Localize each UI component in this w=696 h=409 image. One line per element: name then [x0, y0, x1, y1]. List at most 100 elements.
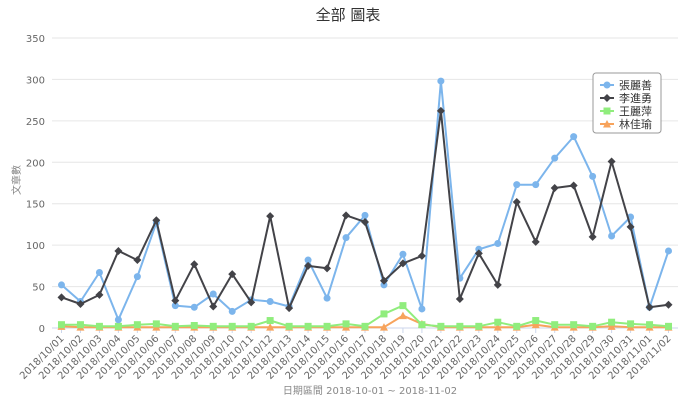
data-point	[361, 211, 369, 219]
data-point	[588, 232, 597, 241]
data-point	[266, 212, 275, 221]
series-line	[61, 109, 669, 310]
data-point	[475, 245, 483, 253]
data-point	[474, 249, 483, 258]
y-tick-label: 50	[32, 283, 45, 294]
data-point	[398, 311, 407, 320]
data-point	[627, 320, 635, 328]
data-point	[323, 264, 332, 273]
data-point	[76, 321, 84, 329]
x-axis: 2018/10/012018/10/022018/10/032018/10/04…	[18, 328, 674, 382]
data-point	[664, 300, 673, 309]
data-point	[342, 234, 350, 242]
data-point	[342, 211, 351, 220]
data-point	[608, 232, 616, 240]
series-group	[57, 77, 673, 331]
legend-item: 王麗萍	[600, 105, 652, 118]
legend-label: 李進勇	[619, 91, 652, 105]
y-axis-label: 文章數	[10, 165, 23, 195]
data-point	[512, 198, 521, 207]
data-point	[589, 172, 597, 180]
data-point	[171, 296, 180, 305]
data-point	[589, 322, 597, 330]
y-tick-label: 250	[26, 117, 45, 128]
data-point	[190, 303, 198, 311]
data-point	[513, 181, 521, 189]
data-point	[190, 260, 199, 269]
data-point	[323, 322, 331, 330]
data-point	[626, 222, 635, 231]
data-point	[152, 320, 160, 328]
data-point	[513, 322, 521, 330]
grid-lines	[52, 37, 678, 329]
data-point	[76, 299, 85, 308]
y-tick-label: 150	[26, 200, 45, 211]
legend-label: 林佳瑜	[619, 117, 652, 131]
data-point	[361, 322, 369, 330]
legend-box	[592, 72, 662, 134]
data-point	[437, 77, 445, 85]
data-point	[114, 322, 122, 330]
data-point	[398, 259, 407, 268]
data-point	[342, 320, 350, 328]
data-point	[209, 322, 217, 330]
data-point	[603, 120, 611, 128]
legend-item: 李進勇	[600, 91, 652, 105]
y-tick-label: 300	[26, 75, 45, 86]
data-point	[57, 293, 66, 302]
data-point	[95, 322, 103, 330]
data-point	[95, 290, 104, 299]
data-point	[266, 317, 274, 325]
data-point	[379, 323, 388, 331]
data-point	[608, 318, 616, 326]
y-tick-label: 100	[26, 241, 45, 252]
data-point	[323, 294, 331, 302]
data-point	[399, 302, 407, 310]
data-point	[209, 302, 218, 311]
data-point	[493, 323, 502, 331]
data-point	[247, 322, 255, 330]
data-point	[266, 297, 274, 305]
data-point	[665, 322, 673, 330]
y-tick-label: 0	[39, 324, 45, 335]
data-point	[95, 268, 103, 276]
data-point	[532, 317, 540, 325]
data-point	[399, 250, 407, 258]
legend-label: 王麗萍	[619, 105, 652, 118]
data-point	[646, 321, 654, 329]
data-point	[607, 322, 616, 330]
data-point	[304, 322, 312, 330]
data-point	[57, 321, 65, 329]
data-point	[285, 304, 294, 313]
data-point	[550, 183, 559, 192]
data-point	[418, 321, 426, 329]
data-point	[114, 246, 123, 255]
data-point	[190, 322, 198, 330]
data-point	[285, 322, 293, 330]
data-point	[493, 280, 502, 289]
data-point	[228, 307, 236, 315]
data-point	[247, 298, 256, 307]
data-point	[607, 157, 616, 166]
data-point	[57, 281, 65, 289]
data-point	[455, 295, 464, 303]
x-axis-label: 日期區間 2018-10-01 ~ 2018-11-02	[283, 385, 457, 397]
series-3	[57, 302, 673, 330]
data-point	[228, 270, 237, 279]
legend-label: 張麗善	[619, 78, 652, 92]
data-point	[494, 318, 502, 326]
data-point	[418, 305, 426, 313]
legend-item: 張麗善	[600, 78, 652, 92]
data-point	[114, 316, 122, 324]
data-point	[532, 181, 540, 189]
data-point	[603, 107, 611, 115]
data-point	[570, 321, 578, 329]
y-tick-label: 350	[26, 34, 45, 45]
data-point	[645, 303, 654, 312]
data-point	[603, 81, 611, 89]
data-point	[379, 276, 388, 285]
data-point	[171, 302, 179, 310]
data-point	[133, 256, 142, 265]
data-point	[551, 321, 559, 329]
